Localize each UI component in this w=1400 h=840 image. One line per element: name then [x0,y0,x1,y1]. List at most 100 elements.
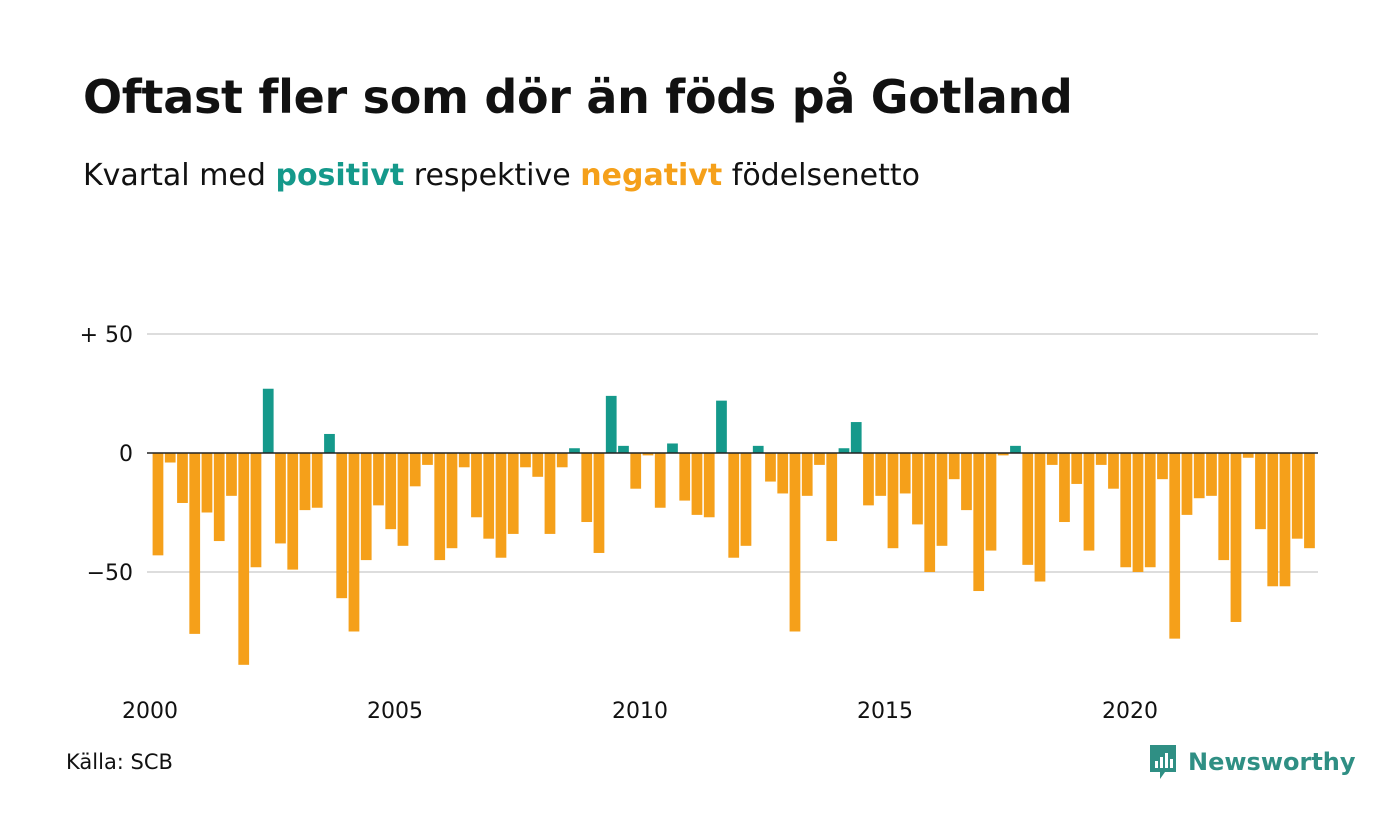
bar-negative [912,453,923,525]
subtitle-word: födelsenetto [731,158,920,193]
bar-negative [789,453,801,632]
bar-negative [532,453,544,477]
bar-negative [973,453,985,592]
bar-negative [311,453,323,508]
y-tick-label: + 50 [80,323,133,348]
bar-negative [1181,453,1193,515]
subtitle-positive-label: positivt [275,158,405,193]
bar-negative [483,453,495,539]
bar-negative [1242,453,1254,458]
bar-negative [765,453,776,482]
bar-negative [740,453,752,546]
bar-negative [593,453,605,553]
bar-positive [262,388,274,453]
bar-negative [875,453,887,496]
bar-negative [275,453,286,544]
bar-positive [605,395,617,453]
subtitle-word: respektive [413,158,571,193]
bar-negative [177,453,188,503]
bars [152,388,1315,665]
bar-negative [434,453,446,561]
bar-negative [1022,453,1034,565]
bar-negative [238,453,250,665]
bar-negative [348,453,360,632]
bar-negative [422,453,433,465]
chart-subtitle: Kvartal med positivt respektive negativt… [83,158,920,193]
bar-negative [446,453,458,549]
bar-negative [581,453,593,523]
bar-negative [1120,453,1132,568]
bar-negative [164,453,176,463]
bar-negative [814,453,825,465]
bar-negative [507,453,519,534]
bar-negative [887,453,899,549]
x-tick-label: 2015 [857,699,913,724]
bar-negative [385,453,397,530]
bar-negative [1095,453,1107,465]
source-note: Källa: SCB [66,750,173,774]
x-tick-label: 2000 [122,699,178,724]
x-tick-label: 2020 [1102,699,1158,724]
bar-negative [863,453,874,506]
bar-positive [618,445,629,453]
bar-negative [728,453,740,558]
subtitle-word: Kvartal [83,158,190,193]
bar-negative [336,453,348,599]
bar-negative [360,453,372,561]
bar-negative [703,453,715,518]
bar-positive [838,448,850,453]
bar-negative [777,453,789,494]
bar-negative [948,453,960,480]
bar-negative [471,453,482,518]
bar-negative [642,453,654,456]
bar-negative [899,453,911,494]
bar-positive [324,433,335,453]
bar-positive [850,422,862,453]
bar-negative [801,453,813,496]
bar-negative [226,453,237,496]
bar-negative [1291,453,1303,539]
bar-negative [458,453,470,468]
bar-negative [1193,453,1205,499]
x-tick-label: 2005 [367,699,423,724]
bar-negative [997,453,1009,456]
bar-negative [287,453,299,570]
bar-negative [520,453,531,468]
y-tick-label: −50 [87,561,133,586]
bar-positive [569,448,580,453]
logo-text: Newsworthy [1188,748,1356,776]
bar-negative [1267,453,1279,587]
chart-title: Oftast fler som dör än föds på Gotland [83,70,1073,124]
bar-negative [679,453,691,501]
bar-negative [1071,453,1083,484]
bar-negative [924,453,936,572]
bar-negative [201,453,213,513]
bar-negative [1034,453,1046,582]
bar-negative [1144,453,1156,568]
bar-negative [556,453,568,468]
x-tick-label: 2010 [612,699,668,724]
bar-negative [373,453,384,506]
bar-negative [1169,453,1181,639]
newsworthy-chart-icon [1150,745,1176,779]
bar-negative [1108,453,1119,489]
bar-negative [936,453,948,546]
bar-positive [1010,445,1021,453]
bar-positive [716,400,727,453]
bar-negative [397,453,409,546]
bar-positive [752,445,764,453]
bar-negative [544,453,556,534]
bar-negative [1255,453,1266,530]
bar-negative [654,453,666,508]
bar-negative [691,453,703,515]
bar-negative [1206,453,1217,496]
bar-negative [152,453,164,556]
subtitle-word: med [199,158,266,193]
bar-negative [1304,453,1315,549]
bar-negative [250,453,262,568]
y-axis-tick-labels: + 50 0 −50 [80,323,133,586]
bar-negative [961,453,972,511]
bar-negative [299,453,311,511]
bar-negative [826,453,838,542]
